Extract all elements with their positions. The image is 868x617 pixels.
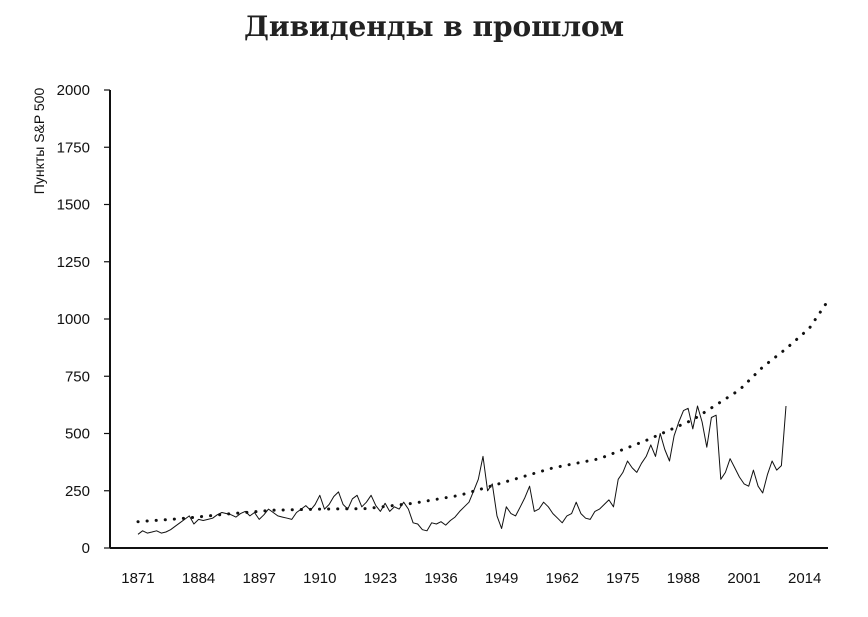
x-tick-label: 1923 [364,570,397,587]
x-tick-label: 1936 [424,570,457,587]
y-tick-label: 2000 [57,82,90,99]
y-axis-label: Пункты S&P 500 [31,88,47,195]
y-tick-label: 1500 [57,197,90,214]
y-tick-label: 750 [65,368,90,385]
x-tick-label: 1962 [546,570,579,587]
y-tick-label: 500 [65,426,90,443]
x-tick-label: 1897 [243,570,276,587]
x-tick-label: 1949 [485,570,518,587]
x-tick-label: 1910 [303,570,336,587]
y-tick-label: 250 [65,483,90,500]
x-tick-label: 1988 [667,570,700,587]
y-tick-label: 1250 [57,254,90,271]
x-tick-label: 1975 [606,570,639,587]
x-tick-label: 2014 [788,570,821,587]
x-tick-label: 1884 [182,570,215,587]
chart-ticks: 0 250 500 750 1000 1250 1500 1750 2000 1871 1884 18… [57,82,822,587]
y-tick-label: 1000 [57,311,90,328]
trend-line-dotted [136,299,830,524]
x-tick-label: 2001 [727,570,760,587]
y-tick-label: 1750 [57,139,90,156]
series-line-solid [137,405,787,535]
x-tick-label: 1871 [121,570,154,587]
y-tick-label: 0 [82,540,90,557]
chart-title: Дивиденды в прошлом [243,10,625,43]
chart-series [136,299,830,535]
